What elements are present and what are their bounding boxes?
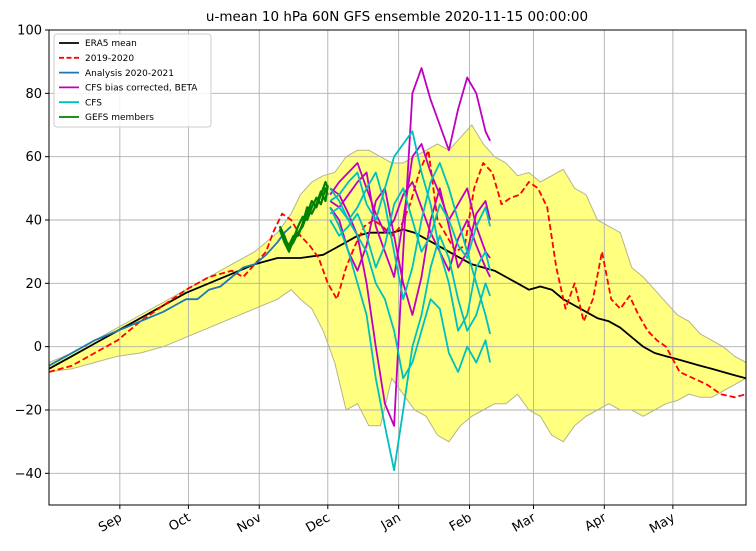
legend-box — [53, 33, 212, 128]
series-line-cfs — [329, 162, 491, 335]
y-tick-label: 100 — [17, 24, 42, 39]
series-line-cfs — [329, 206, 491, 472]
y-tick-label: 0 — [34, 340, 42, 355]
y-tick-label: 80 — [25, 87, 42, 102]
series-line-cfs — [329, 206, 491, 380]
series-line-cfs — [329, 130, 491, 332]
legend-label: Analysis 2020-2021 — [85, 69, 174, 79]
legend-label: CFS bias corrected, BETA — [85, 84, 198, 94]
series-line-era5-mean — [49, 228, 746, 380]
series-line-gefs-members — [278, 185, 329, 247]
legend: ERA5 mean 2019-2020 Analysis 2020-2021 CFS … — [53, 33, 212, 128]
legend-label: ERA5 mean — [85, 39, 137, 49]
y-tick-label: −20 — [15, 404, 42, 419]
y-tick-label: −40 — [15, 467, 42, 482]
legend-label: GEFS members — [85, 113, 154, 123]
y-axis: −40 −20 0 20 40 60 80 100 — [15, 24, 49, 482]
axes-frame — [48, 29, 747, 506]
legend-label: CFS — [85, 98, 102, 108]
series-line-cfs — [329, 187, 491, 269]
y-tick-label: 20 — [25, 277, 42, 292]
y-tick-label: 40 — [25, 214, 42, 229]
series-group — [49, 67, 746, 472]
series-line-cfs-bias-corrected-beta — [329, 162, 491, 278]
y-tick-label: 60 — [25, 150, 42, 165]
series-line-cfs-bias-corrected-beta — [329, 143, 491, 278]
chart-title: u-mean 10 hPa 60N GFS ensemble 2020-11-1… — [206, 9, 588, 25]
legend-label: 2019-2020 — [85, 54, 134, 64]
series-line-analysis-2020-2021 — [49, 225, 292, 367]
